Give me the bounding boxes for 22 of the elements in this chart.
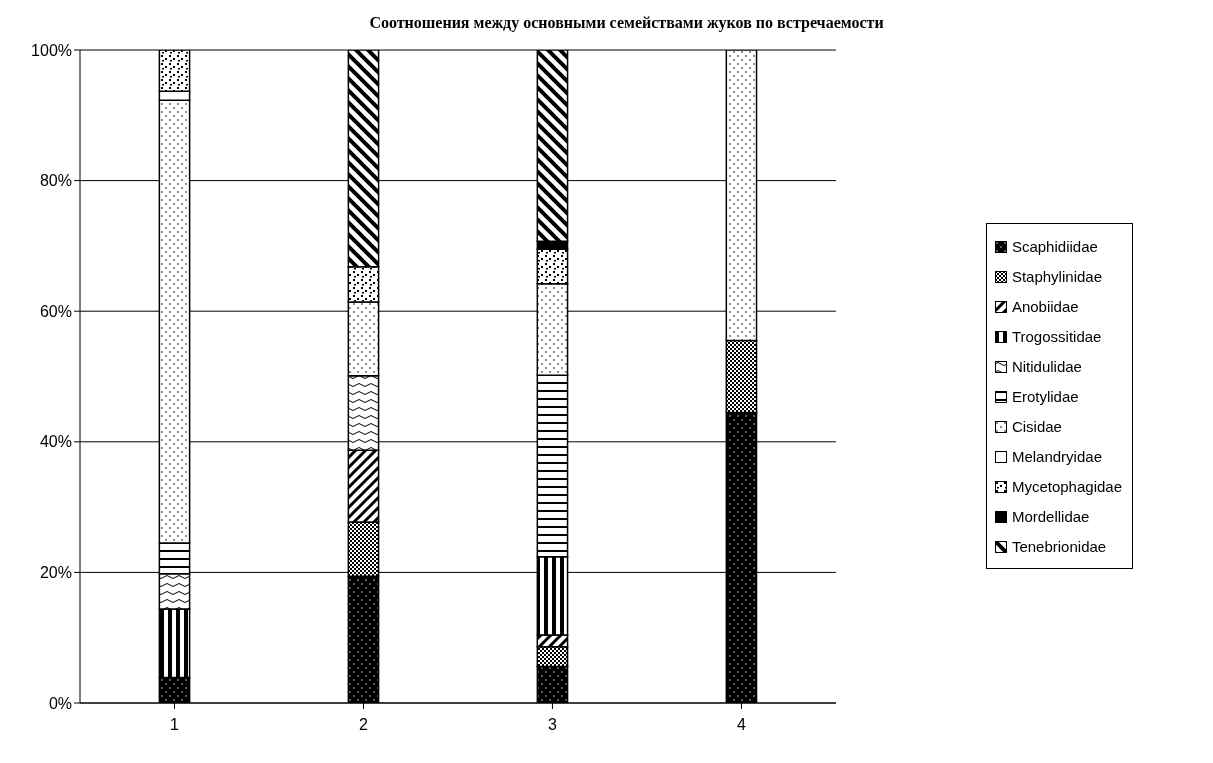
legend-label: Scaphidiidae [1011,238,1098,255]
legend-label: Trogossitidae [1011,328,1102,345]
legend-label: Mordellidae [1011,508,1090,525]
y-tick-label: 0% [48,694,72,712]
legend-label: Nitidulidae [1011,358,1082,375]
y-tick-label: 60% [39,302,72,320]
y-tick-label: 20% [39,564,72,582]
y-tick-label: 100% [31,41,72,59]
legend-label: Anobiidae [1011,298,1079,315]
x-tick-label: 1 [170,716,180,734]
x-tick-label: 3 [548,716,557,734]
y-tick-label: 80% [39,172,72,190]
legend-label: Tenebrionidae [1011,538,1107,555]
legend-label: Melandryidae [1011,448,1102,465]
legend-label: Staphylinidae [1011,268,1102,285]
legend-label: Cisidae [1011,418,1062,435]
legend-label: Mycetophagidae [1011,478,1122,495]
x-tick-label: 2 [359,716,369,734]
x-tick-label: 4 [736,716,746,734]
chart-title: Соотношения между основными семействами жуков по встречаемости [368,13,885,34]
y-tick-label: 40% [39,433,72,451]
legend-label: Erotylidae [1011,388,1079,405]
